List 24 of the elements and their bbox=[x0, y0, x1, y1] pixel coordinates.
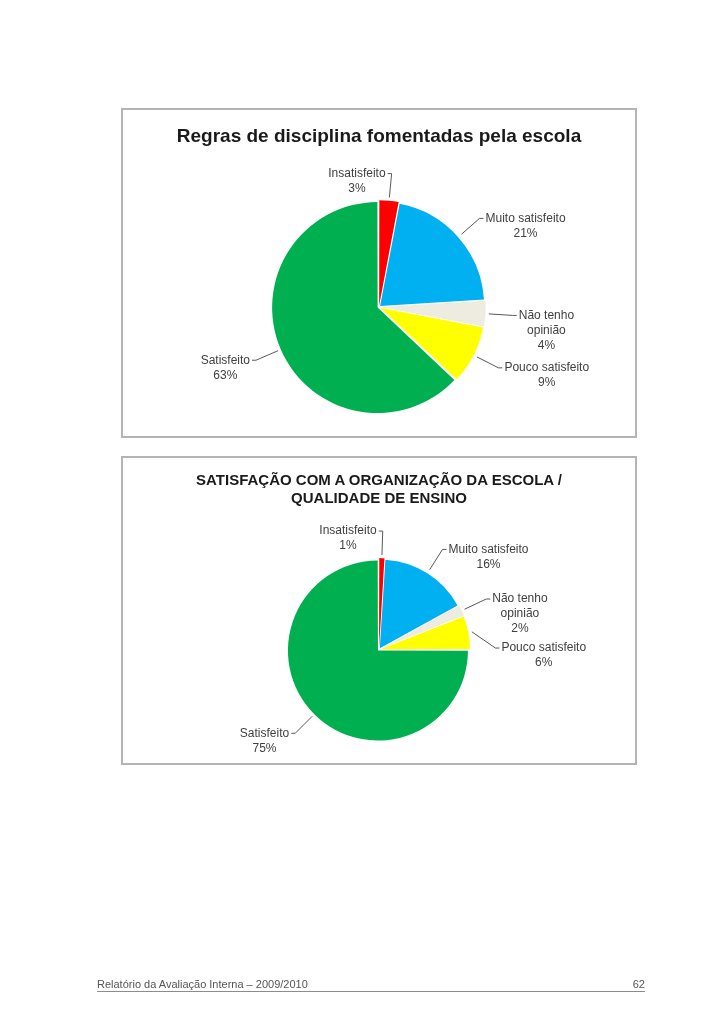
slice-label: Muito satisfeito bbox=[448, 541, 529, 556]
slice-label: Muito satisfeito bbox=[485, 210, 566, 225]
text: Relatório da Avaliação Interna – 2009/2010 bbox=[97, 978, 308, 990]
data-label: 3% bbox=[348, 180, 366, 195]
slice-label: Pouco satisfeito bbox=[501, 640, 587, 655]
data-label: 16% bbox=[476, 556, 501, 571]
data-label: 9% bbox=[538, 375, 556, 390]
slice-label: Satisfeito bbox=[200, 352, 251, 367]
slice-label: Pouco satisfeito bbox=[504, 360, 590, 375]
data-label: 4% bbox=[537, 337, 556, 352]
slice-label: Insatisfeito bbox=[328, 165, 386, 180]
data-label: 21% bbox=[513, 225, 538, 240]
data-label: 2% bbox=[511, 621, 529, 636]
chart-title: Regras de disciplina fomentadas pela escola bbox=[176, 124, 582, 148]
slice-label: Não tenho opinião bbox=[492, 591, 548, 621]
data-label: 1% bbox=[339, 538, 358, 553]
chart-title: SATISFAÇÃO COM A ORGANIZAÇÃO DA ESCOLA / QUALIDADE DE ENSINO bbox=[195, 471, 563, 507]
slice-label: Satisfeito bbox=[239, 725, 290, 740]
slice-label: Não tenho opinião bbox=[518, 307, 575, 337]
data-label: 6% bbox=[535, 655, 553, 670]
data-label: 63% bbox=[213, 367, 238, 382]
slice-label: Insatisfeito bbox=[319, 523, 378, 538]
text: 62 bbox=[632, 978, 645, 990]
data-label: 75% bbox=[252, 740, 277, 755]
